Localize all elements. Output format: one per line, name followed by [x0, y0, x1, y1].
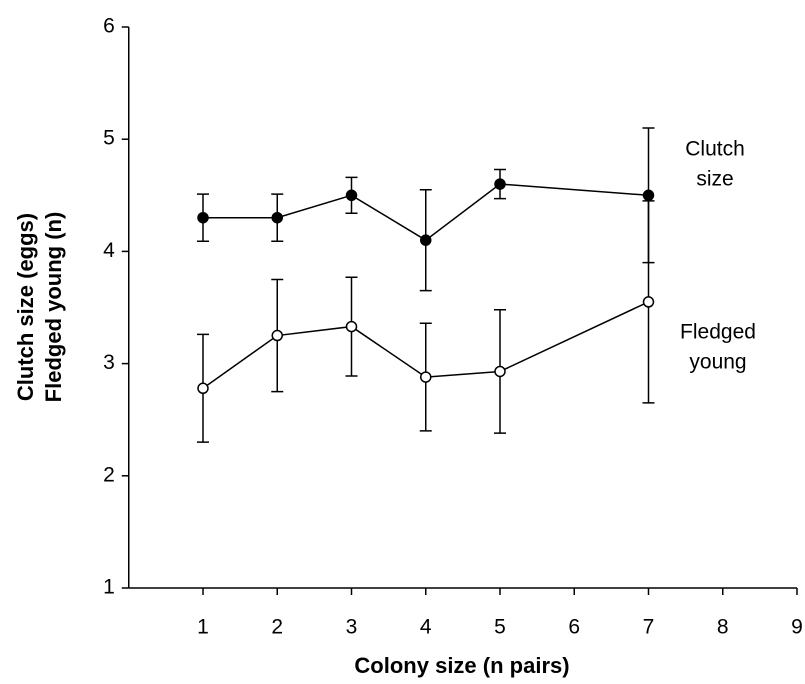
- marker: [420, 371, 432, 383]
- x-tick-label: 6: [568, 616, 580, 639]
- x-tick-label: 3: [346, 616, 358, 639]
- x-tick-label: 1: [197, 616, 209, 639]
- marker: [345, 320, 358, 333]
- y-axis-title: Clutch size (eggs): [13, 213, 38, 401]
- marker: [642, 296, 655, 308]
- series-line: [203, 183, 649, 242]
- y-tick-label: 1: [103, 576, 115, 599]
- series-label: Clutch: [685, 138, 745, 161]
- series-label: size: [696, 168, 733, 191]
- marker: [271, 211, 283, 224]
- x-tick-label: 4: [420, 616, 432, 639]
- marker: [197, 382, 209, 395]
- y-tick-label: 3: [103, 351, 115, 374]
- marker: [271, 329, 283, 342]
- x-axis-title: Colony size (n pairs): [354, 653, 569, 678]
- x-tick-label: 9: [791, 616, 803, 639]
- x-tick-label: 5: [494, 616, 506, 639]
- marker: [494, 365, 506, 378]
- series-label: Fledged: [680, 321, 756, 344]
- y-tick-label: 5: [103, 127, 115, 150]
- y-tick-label: 6: [103, 15, 115, 38]
- series-line: [202, 301, 649, 389]
- y-axis-title: Fledged young (n): [41, 212, 66, 403]
- marker: [197, 211, 209, 224]
- x-tick-label: 7: [643, 616, 655, 639]
- marker: [494, 178, 506, 190]
- x-tick-label: 2: [271, 616, 283, 639]
- x-tick-label: 8: [717, 616, 729, 639]
- series-label: young: [689, 351, 746, 374]
- marker: [420, 234, 432, 246]
- y-tick-label: 4: [103, 239, 115, 262]
- marker: [345, 189, 358, 202]
- y-tick-label: 2: [103, 463, 115, 486]
- marker: [642, 189, 655, 202]
